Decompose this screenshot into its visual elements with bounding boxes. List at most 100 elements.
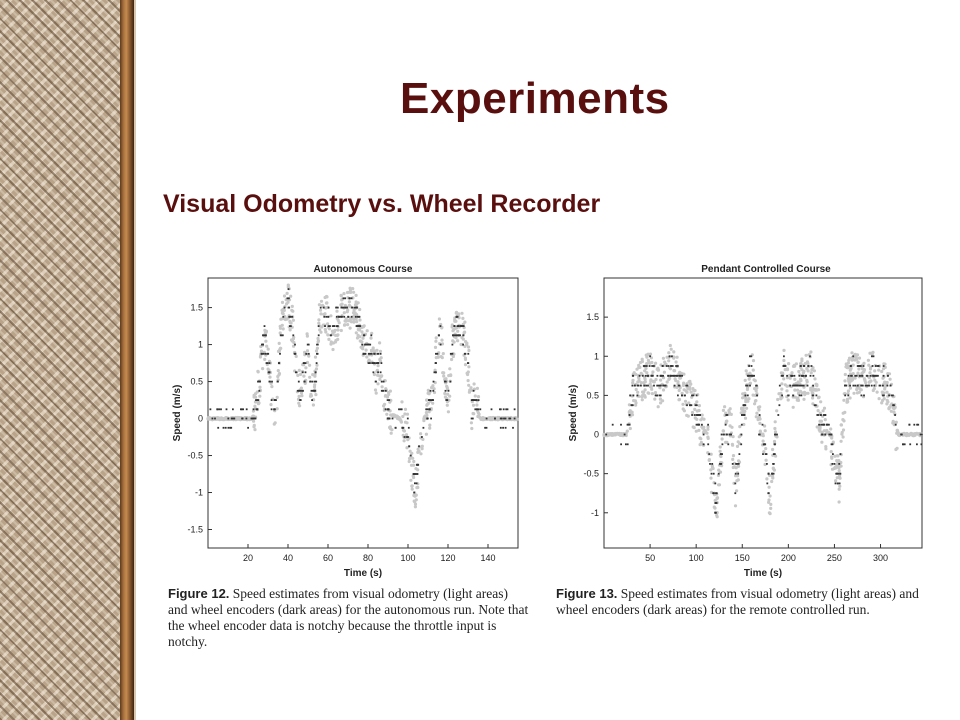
visual-odometry-point xyxy=(799,362,803,366)
wheel-encoder-point xyxy=(636,394,639,397)
visual-odometry-point xyxy=(333,328,337,332)
wheel-encoder-point xyxy=(916,443,918,446)
visual-odometry-point xyxy=(894,420,898,424)
visual-odometry-point xyxy=(697,408,701,413)
visual-odometry-point xyxy=(443,391,447,396)
visual-odometry-point xyxy=(718,449,722,453)
autonomous-course-chart: Autonomous Course Time (s) Speed (m/s) 20 40… xyxy=(172,264,520,578)
visual-odometry-point xyxy=(824,447,828,451)
visual-odometry-point xyxy=(432,387,436,391)
visual-odometry-point xyxy=(440,342,445,346)
visual-odometry-point xyxy=(463,320,467,324)
wheel-encoder-point xyxy=(358,325,361,327)
visual-odometry-point xyxy=(782,377,786,381)
wheel-encoder-point xyxy=(693,414,696,416)
visual-odometry-point xyxy=(413,505,417,509)
visual-odometry-point xyxy=(680,391,684,395)
wheel-encoder-point xyxy=(640,384,642,387)
visual-odometry-point xyxy=(842,419,846,423)
wheel-encoder-point xyxy=(686,384,689,387)
visual-odometry-point xyxy=(730,425,734,429)
visual-odometry-point xyxy=(278,346,282,350)
visual-odometry-point xyxy=(755,392,759,396)
visual-odometry-point xyxy=(628,409,632,413)
y-tick-label: 1 xyxy=(594,351,599,361)
visual-odometry-point xyxy=(711,466,715,471)
wheel-encoder-point xyxy=(725,433,728,436)
wheel-encoder-point xyxy=(509,417,512,420)
visual-odometry-point xyxy=(375,348,379,352)
wheel-encoder-point xyxy=(471,417,474,420)
visual-odometry-point xyxy=(372,372,376,377)
visual-odometry-point xyxy=(459,342,463,347)
slide-title: Experiments xyxy=(400,74,670,123)
wheel-encoder-point xyxy=(264,352,267,355)
wheel-encoder-point xyxy=(314,371,317,374)
wheel-encoder-point xyxy=(476,408,478,411)
visual-odometry-point xyxy=(467,383,471,387)
visual-odometry-point xyxy=(682,381,686,385)
wheel-encoder-point xyxy=(242,408,244,411)
wheel-encoder-point xyxy=(303,380,306,383)
wheel-encoder-point xyxy=(286,297,289,300)
visual-odometry-point xyxy=(402,439,406,443)
visual-odometry-point xyxy=(813,377,817,381)
wheel-encoder-point xyxy=(245,408,248,411)
visual-odometry-point xyxy=(893,406,897,410)
wheel-encoder-point xyxy=(755,384,757,387)
visual-odometry-point xyxy=(652,380,656,384)
wheel-encoder-point xyxy=(750,365,753,367)
wheel-encoder-point xyxy=(648,365,651,367)
visual-odometry-point xyxy=(434,356,438,360)
visual-odometry-point xyxy=(769,502,773,506)
visual-odometry-point xyxy=(843,379,847,383)
visual-odometry-point xyxy=(709,490,714,494)
wheel-encoder-point xyxy=(311,399,313,401)
visual-odometry-point xyxy=(376,382,380,386)
visual-odometry-point xyxy=(335,333,339,337)
wheel-encoder-point xyxy=(873,384,876,387)
visual-odometry-point xyxy=(857,386,861,390)
visual-odometry-point xyxy=(697,404,701,408)
visual-odometry-point xyxy=(757,408,761,412)
visual-odometry-point xyxy=(378,349,383,353)
visual-odometry-point xyxy=(291,309,295,313)
wheel-encoder-point xyxy=(459,334,461,337)
visual-odometry-point xyxy=(348,288,353,292)
wheel-encoder-point xyxy=(408,445,411,448)
wheel-encoder-point xyxy=(353,306,356,309)
wheel-encoder-point xyxy=(305,352,308,355)
wheel-encoder-point xyxy=(279,352,281,355)
wheel-encoder-point xyxy=(882,374,885,377)
wheel-encoder-point xyxy=(784,365,787,367)
wheel-encoder-point xyxy=(767,472,770,475)
visual-odometry-point xyxy=(754,415,758,419)
wheel-encoder-point xyxy=(227,426,230,429)
visual-odometry-point xyxy=(688,379,692,383)
wheel-encoder-point xyxy=(436,352,439,355)
visual-odometry-point xyxy=(743,409,747,413)
wheel-encoder-point xyxy=(257,399,259,401)
wheel-encoder-point xyxy=(740,423,743,426)
visual-odometry-point xyxy=(695,400,699,404)
wheel-encoder-point xyxy=(647,374,649,377)
wheel-encoder-point xyxy=(467,362,469,364)
wheel-encoder-point xyxy=(651,374,653,377)
wheel-encoder-point xyxy=(660,374,662,377)
wheel-encoder-point xyxy=(839,472,841,475)
visual-odometry-point xyxy=(476,395,481,399)
wheel-encoder-point xyxy=(862,365,865,367)
wheel-encoder-point xyxy=(463,352,466,355)
visual-odometry-point xyxy=(327,337,331,341)
wheel-encoder-point xyxy=(414,482,416,485)
visual-odometry-point xyxy=(814,382,818,386)
visual-odometry-point xyxy=(627,403,631,407)
wheel-encoder-point xyxy=(262,334,265,337)
visual-odometry-point xyxy=(744,396,748,400)
visual-odometry-point xyxy=(855,387,859,392)
visual-odometry-point xyxy=(848,396,852,400)
visual-odometry-point xyxy=(421,437,425,441)
wheel-encoder-point xyxy=(737,463,740,465)
visual-odometry-point xyxy=(676,380,680,384)
visual-odometry-point xyxy=(805,380,809,384)
